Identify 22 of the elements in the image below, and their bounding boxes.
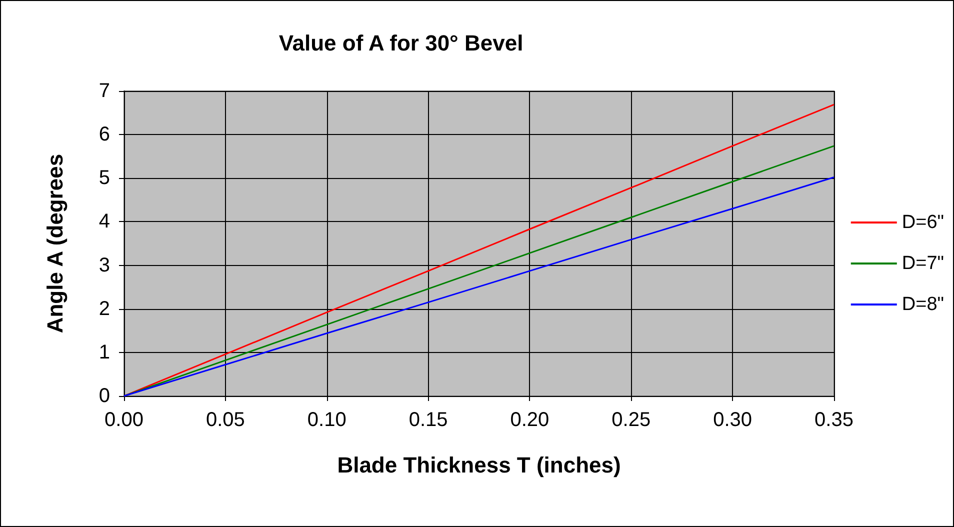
- y-tick-label: 3: [98, 254, 110, 276]
- x-axis-title: Blade Thickness T (inches): [337, 452, 621, 478]
- x-tick-label: 0.10: [307, 409, 346, 431]
- x-tick-label: 0.05: [206, 409, 245, 431]
- x-tick-label: 0.35: [814, 409, 854, 431]
- y-tick-label: 7: [98, 80, 110, 102]
- y-axis-title: Angle A (degrees: [42, 154, 68, 334]
- chart-title: Value of A for 30° Bevel: [278, 30, 524, 56]
- y-tick-label: 2: [98, 298, 110, 320]
- x-tick-label: 0.25: [612, 409, 651, 431]
- y-tick-label: 6: [98, 124, 110, 146]
- y-tick-label: 4: [98, 210, 110, 233]
- legend-label: D=6": [902, 212, 944, 233]
- x-tick-label: 0.20: [510, 409, 550, 431]
- x-tick-label: 0.15: [408, 409, 448, 431]
- y-tick-label: 0: [98, 385, 110, 407]
- x-tick-label: 0.30: [713, 409, 752, 431]
- y-tick-label: 5: [98, 167, 110, 190]
- y-tick-label: 1: [98, 341, 110, 364]
- legend-label: D=8": [902, 294, 944, 315]
- x-tick-label: 0.00: [104, 409, 144, 431]
- legend-label: D=7": [902, 253, 944, 274]
